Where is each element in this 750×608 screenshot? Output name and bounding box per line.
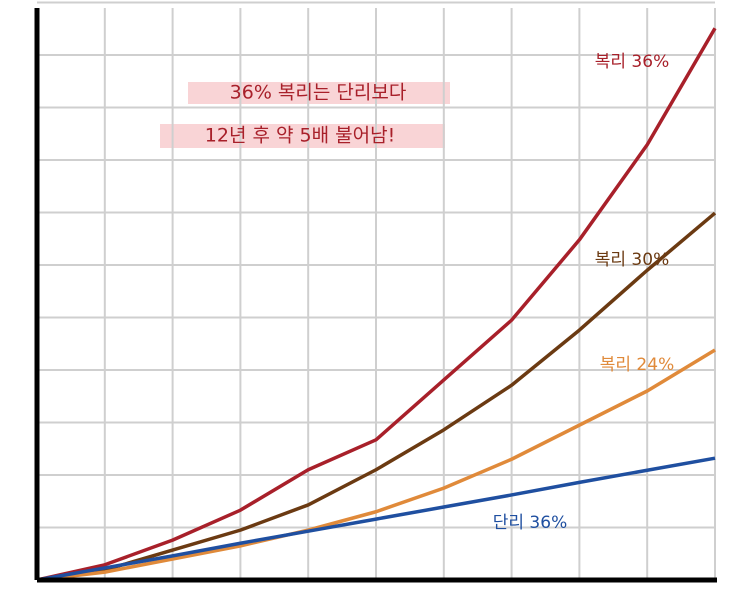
line <box>36 27 717 582</box>
series-label: 복리 24% <box>600 355 674 375</box>
series-label: 단리 36% <box>493 513 567 533</box>
series-label: 복리 30% <box>595 250 669 270</box>
annotation: 12년 후 약 5배 불어남! <box>205 125 395 147</box>
line <box>36 211 717 582</box>
highlight <box>188 82 450 104</box>
series-label: 복리 36% <box>595 52 669 72</box>
line <box>36 348 716 582</box>
line <box>36 456 716 582</box>
highlight <box>160 124 445 148</box>
annotation: 36% 복리는 단리보다 <box>230 82 407 104</box>
